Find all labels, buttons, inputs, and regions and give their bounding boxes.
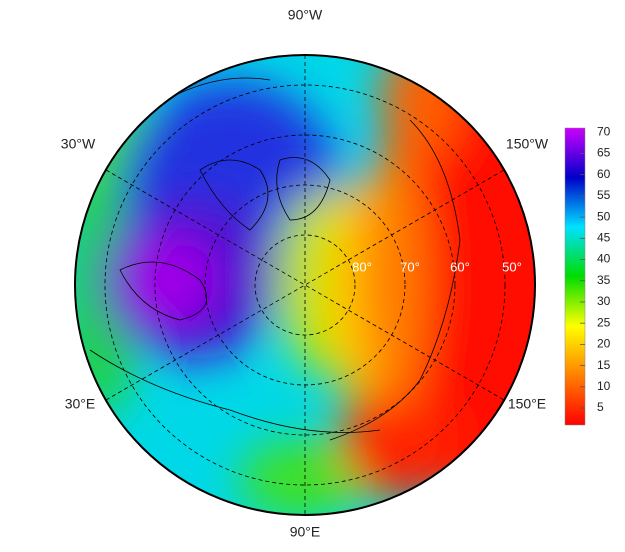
lat-label: 60°	[450, 259, 470, 274]
colorbar-tick-label: 60	[597, 167, 611, 181]
lon-label: 90°W	[288, 7, 323, 23]
lat-label: 70°	[400, 259, 420, 274]
colorbar-tick-label: 10	[597, 379, 611, 393]
colorbar-tick-label: 40	[597, 252, 611, 266]
colorbar-tick-label: 65	[597, 146, 611, 160]
colorbar-tick-label: 25	[597, 315, 611, 329]
colorbar-tick-label: 70	[597, 124, 611, 138]
map-border	[74, 54, 536, 516]
field	[75, 55, 535, 515]
colorbar	[564, 127, 586, 426]
lon-label: 150°E	[508, 396, 546, 412]
lon-label: 30°E	[65, 396, 96, 412]
lon-label: 90°E	[290, 524, 321, 540]
colorbar-tick-label: 5	[597, 400, 604, 414]
colorbar-tick-label: 15	[597, 358, 611, 372]
colorbar-tick-label: 30	[597, 294, 611, 308]
lat-label: 50°	[502, 259, 522, 274]
colorbar-tick-label: 55	[597, 188, 611, 202]
colorbar-tick-label: 35	[597, 273, 611, 287]
lat-label: 80°	[352, 259, 372, 274]
lon-label: 30°W	[61, 136, 96, 152]
lon-label: 150°W	[506, 136, 549, 152]
colorbar-tick-label: 50	[597, 209, 611, 223]
colorbar-tick-label: 45	[597, 230, 611, 244]
colorbar-tick-label: 20	[597, 337, 611, 351]
